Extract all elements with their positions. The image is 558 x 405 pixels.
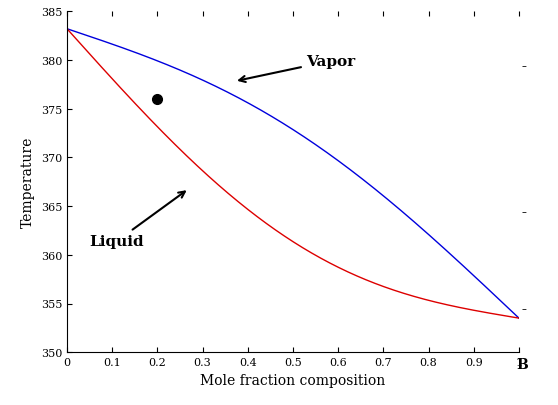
X-axis label: Mole fraction composition: Mole fraction composition (200, 373, 386, 387)
Y-axis label: Temperature: Temperature (21, 136, 35, 228)
Text: –: – (521, 304, 526, 313)
Text: Vapor: Vapor (239, 55, 355, 83)
Text: Liquid: Liquid (89, 192, 185, 248)
Text: –: – (521, 61, 526, 70)
Text: –: – (521, 207, 526, 216)
Text: B: B (517, 357, 528, 371)
